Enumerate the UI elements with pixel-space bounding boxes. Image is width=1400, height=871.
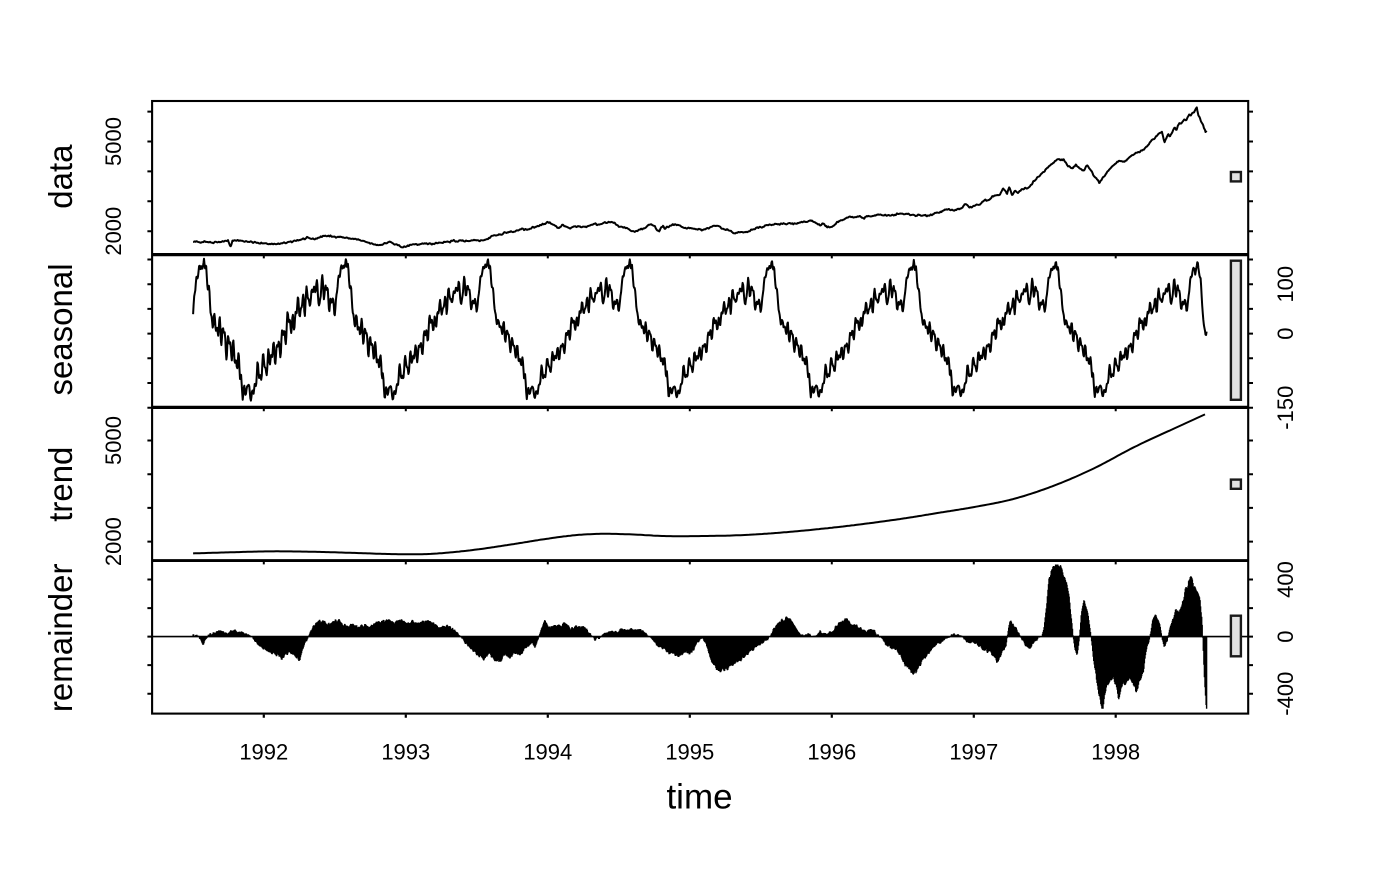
svg-text:1996: 1996: [807, 740, 856, 765]
svg-text:data: data: [42, 144, 79, 209]
svg-text:0: 0: [1273, 630, 1298, 642]
svg-text:1998: 1998: [1091, 740, 1140, 765]
svg-text:1992: 1992: [239, 740, 288, 765]
svg-text:2000: 2000: [101, 517, 126, 566]
svg-text:2000: 2000: [101, 207, 126, 256]
svg-text:1997: 1997: [949, 740, 998, 765]
svg-text:5000: 5000: [101, 416, 126, 465]
svg-text:5000: 5000: [101, 117, 126, 166]
svg-text:1993: 1993: [381, 740, 430, 765]
svg-text:1995: 1995: [665, 740, 714, 765]
svg-text:-150: -150: [1273, 386, 1298, 430]
svg-text:seasonal: seasonal: [42, 263, 79, 395]
svg-text:100: 100: [1273, 266, 1298, 303]
svg-text:-400: -400: [1273, 672, 1298, 716]
svg-text:time: time: [666, 778, 732, 817]
svg-text:trend: trend: [42, 447, 79, 522]
svg-text:400: 400: [1273, 561, 1298, 598]
svg-text:remainder: remainder: [42, 564, 79, 713]
svg-text:0: 0: [1273, 327, 1298, 339]
svg-text:1994: 1994: [523, 740, 572, 765]
